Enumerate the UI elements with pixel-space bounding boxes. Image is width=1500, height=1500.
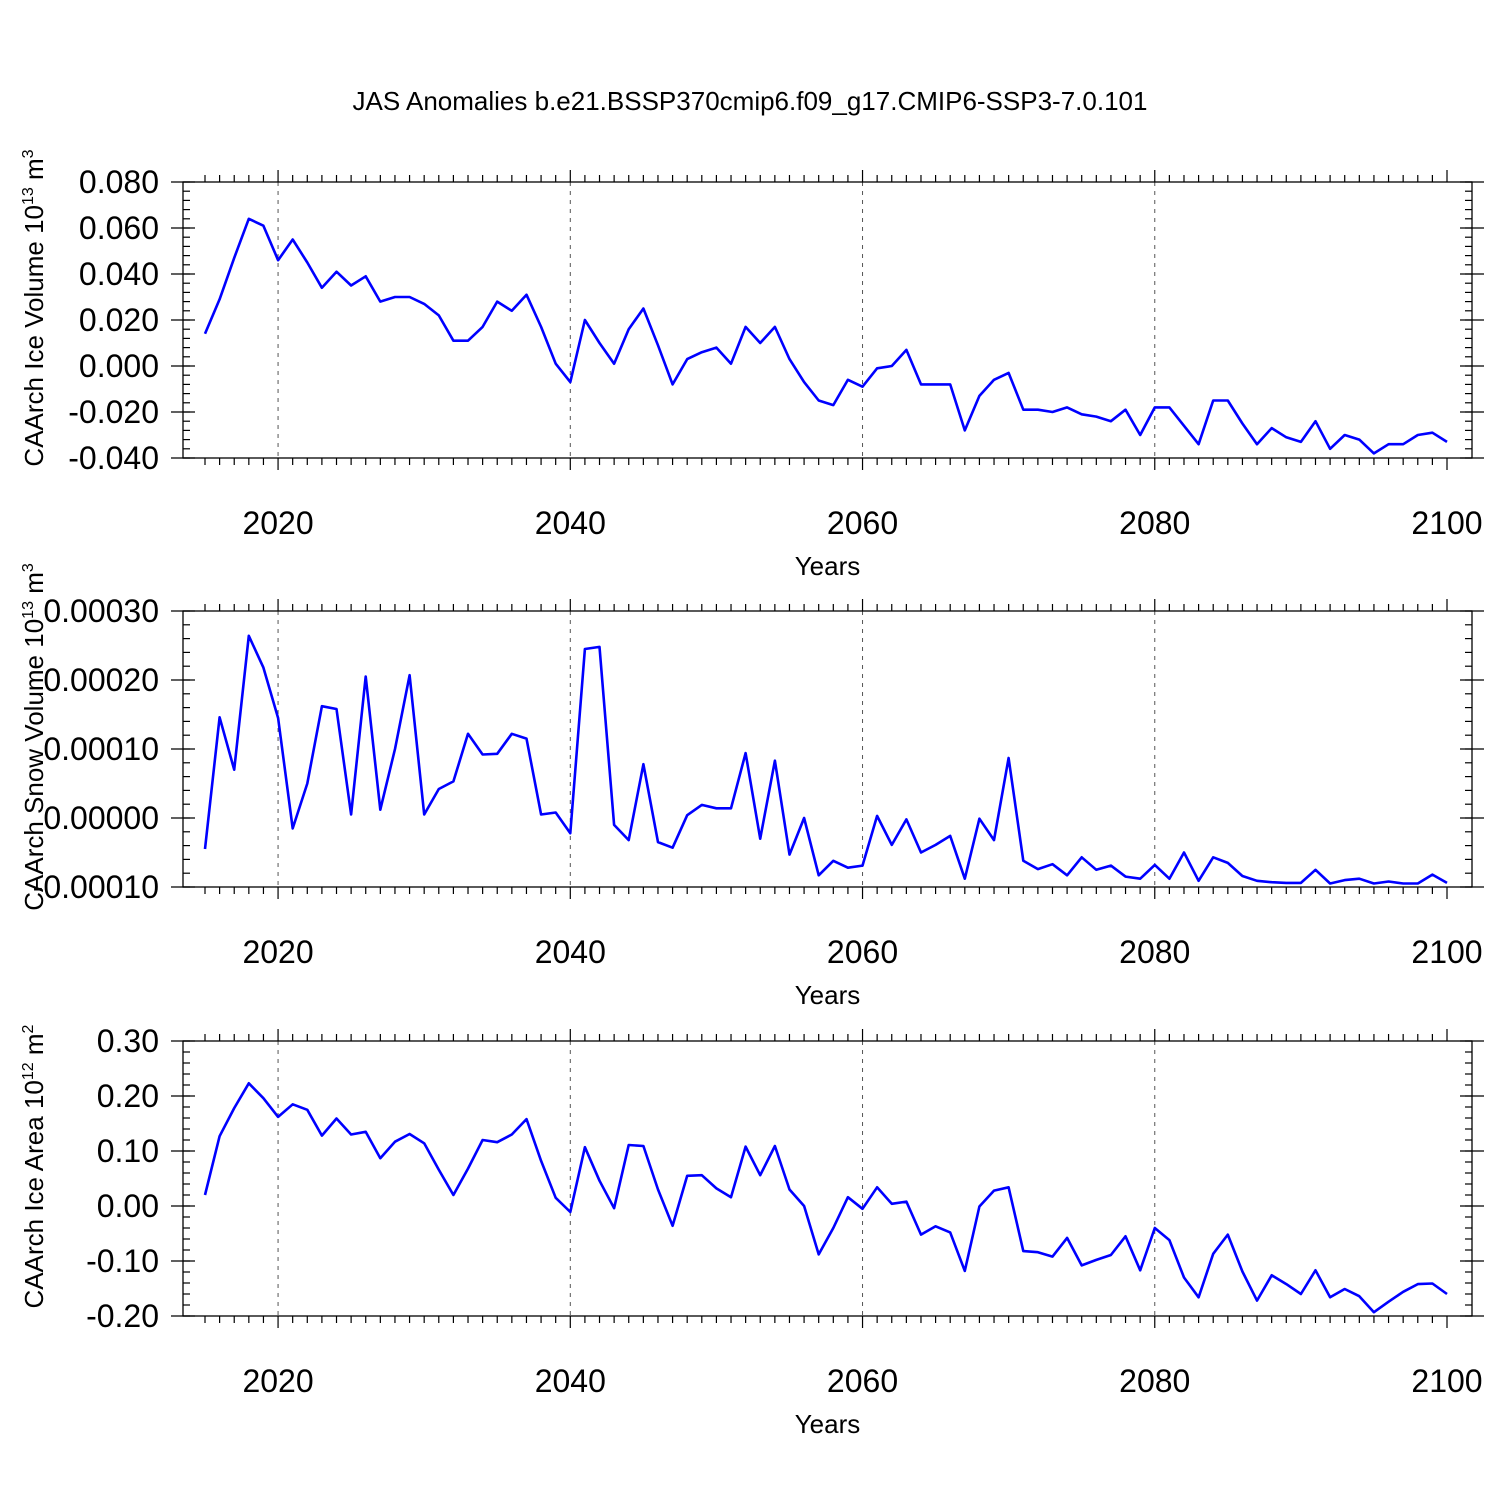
x-tick-label: 2100 — [1411, 934, 1482, 970]
panel-1: -0.040 -0.020 0.000 0.020 0.040 0.060 0.080 202… — [19, 149, 1484, 581]
series-line — [203, 634, 1448, 885]
y-axis-label: CAArch Ice Volume 1013 m3 — [19, 149, 49, 466]
y-tick-label: 0.10 — [97, 1133, 159, 1169]
y-tick-label: 0.000 — [79, 348, 159, 384]
y-tick-label: 0.00010 — [43, 731, 159, 767]
y-tick-label: -0.20 — [86, 1298, 159, 1334]
x-axis-label: Years — [795, 980, 861, 1010]
chart-title: JAS Anomalies b.e21.BSSP370cmip6.f09_g17… — [353, 86, 1148, 116]
x-tick-label: 2080 — [1119, 934, 1190, 970]
panels: -0.040 -0.020 0.000 0.020 0.040 0.060 0.080 202… — [19, 149, 1484, 1439]
panel-2: -0.00010 0.00000 0.00010 0.00020 0.00030 2020… — [19, 563, 1484, 1010]
plot-frame — [182, 610, 1473, 888]
y-tick-label: 0.00000 — [43, 800, 159, 836]
x-tick-label: 2040 — [535, 505, 606, 541]
x-tick-label: 2080 — [1119, 505, 1190, 541]
plot-frame — [182, 181, 1473, 459]
y-tick-label: -0.020 — [68, 394, 159, 430]
y-tick-label: 0.020 — [79, 302, 159, 338]
plot-frame — [182, 1040, 1473, 1317]
x-tick-label: 2060 — [827, 1363, 898, 1399]
x-tick-label: 2040 — [535, 1363, 606, 1399]
x-tick-label: 2100 — [1411, 505, 1482, 541]
panel-3: -0.20 -0.10 0.00 0.10 0.20 0.30 2020 2040 2060 20… — [19, 1023, 1484, 1439]
y-tick-label: 0.20 — [97, 1078, 159, 1114]
x-tick-label: 2060 — [827, 505, 898, 541]
x-tick-label: 2080 — [1119, 1363, 1190, 1399]
y-tick-label: 0.060 — [79, 210, 159, 246]
y-tick-label: 0.00 — [97, 1188, 159, 1224]
series-line — [203, 1082, 1448, 1314]
y-axis-label: CAArch Ice Area 1012 m2 — [19, 1024, 49, 1308]
x-tick-label: 2060 — [827, 934, 898, 970]
y-axis-label: CAArch Snow Volume 1013 m3 — [19, 563, 49, 911]
x-tick-label: 2040 — [535, 934, 606, 970]
y-tick-label: 0.30 — [97, 1023, 159, 1059]
y-tick-label: -0.00010 — [33, 869, 159, 905]
y-tick-label: 0.00030 — [43, 593, 159, 629]
y-tick-label: -0.040 — [68, 440, 159, 476]
x-tick-label: 2020 — [242, 505, 313, 541]
y-tick-label: 0.00020 — [43, 662, 159, 698]
x-tick-label: 2020 — [242, 934, 313, 970]
y-tick-label: 0.080 — [79, 164, 159, 200]
y-tick-label: -0.10 — [86, 1243, 159, 1279]
series-line — [203, 217, 1448, 455]
x-tick-label: 2100 — [1411, 1363, 1482, 1399]
y-tick-label: 0.040 — [79, 256, 159, 292]
x-axis-label: Years — [795, 1409, 861, 1439]
x-tick-label: 2020 — [242, 1363, 313, 1399]
x-axis-label: Years — [795, 551, 861, 581]
